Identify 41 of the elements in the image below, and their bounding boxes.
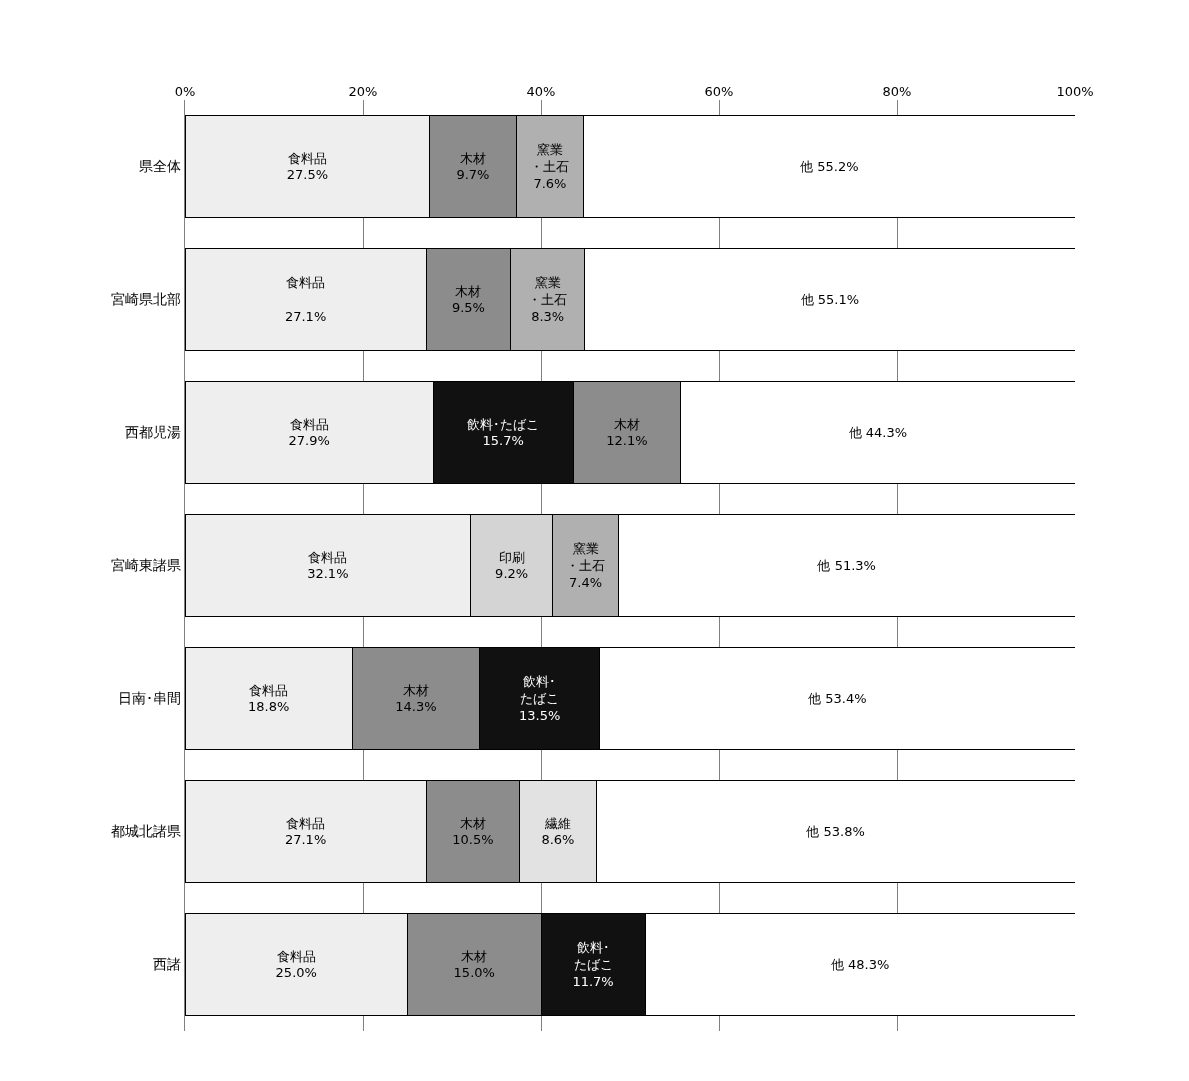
data-label: 木材 10.5% (452, 815, 494, 848)
data-label: 他 53.8% (806, 824, 865, 839)
y-tick-label: 西都児湯 (125, 424, 182, 441)
data-label: 他 51.3% (817, 558, 876, 573)
data-label: 繊維 8.6% (541, 815, 575, 848)
data-label: 窯業・土石 8.3% (528, 275, 568, 324)
data-label: 他 55.1% (800, 292, 860, 307)
y-tick-label: 宮崎県北部 (111, 291, 182, 308)
y-tick-label: 西諸 (153, 956, 182, 973)
data-label: 食料品 27.9% (288, 416, 330, 449)
data-label: 飲料･たばこ 13.5% (519, 674, 561, 723)
data-label: 他 48.3% (830, 957, 890, 972)
data-label: 食料品 27.5% (286, 150, 329, 183)
x-tick-label: 100% (1056, 84, 1094, 100)
data-label: 印刷 9.2% (495, 549, 529, 582)
data-label: 飲料･たばこ 11.7% (572, 940, 614, 989)
data-label: 窯業・土石 7.6% (530, 142, 570, 191)
data-label: 木材 14.3% (395, 682, 437, 715)
data-label: 窯業・土石 7.4% (566, 541, 605, 590)
x-tick-label: 80% (882, 84, 912, 100)
y-tick-label: 日南･串間 (118, 690, 182, 707)
y-tick-label: 宮崎東諸県 (111, 557, 182, 574)
x-tick-label: 40% (526, 84, 556, 100)
data-label: 他 53.4% (808, 691, 867, 706)
data-label: 木材 9.5% (451, 283, 485, 316)
x-tick-label: 60% (704, 84, 734, 100)
data-label: 木材 15.0% (453, 948, 495, 981)
data-label: 木材 9.7% (456, 150, 490, 183)
text: 食料品 27.1% (284, 275, 327, 324)
data-label: 食料品 27.1% (284, 815, 327, 848)
x-tick-label: 0% (174, 84, 196, 100)
data-label: 飲料･たばこ 15.7% (467, 416, 540, 449)
data-label: 他 55.2% (800, 159, 859, 174)
data-label: 食料品 32.1% (307, 549, 349, 582)
y-tick-label: 都城北諸県 (111, 823, 182, 840)
x-tick-label: 20% (348, 84, 378, 100)
data-label: 木材 12.1% (606, 416, 648, 449)
data-label: 食料品 18.8% (248, 682, 290, 715)
data-label: 食料品 25.0% (275, 948, 317, 981)
data-label: 他 44.3% (848, 425, 908, 440)
y-tick-label: 県全体 (139, 158, 182, 175)
